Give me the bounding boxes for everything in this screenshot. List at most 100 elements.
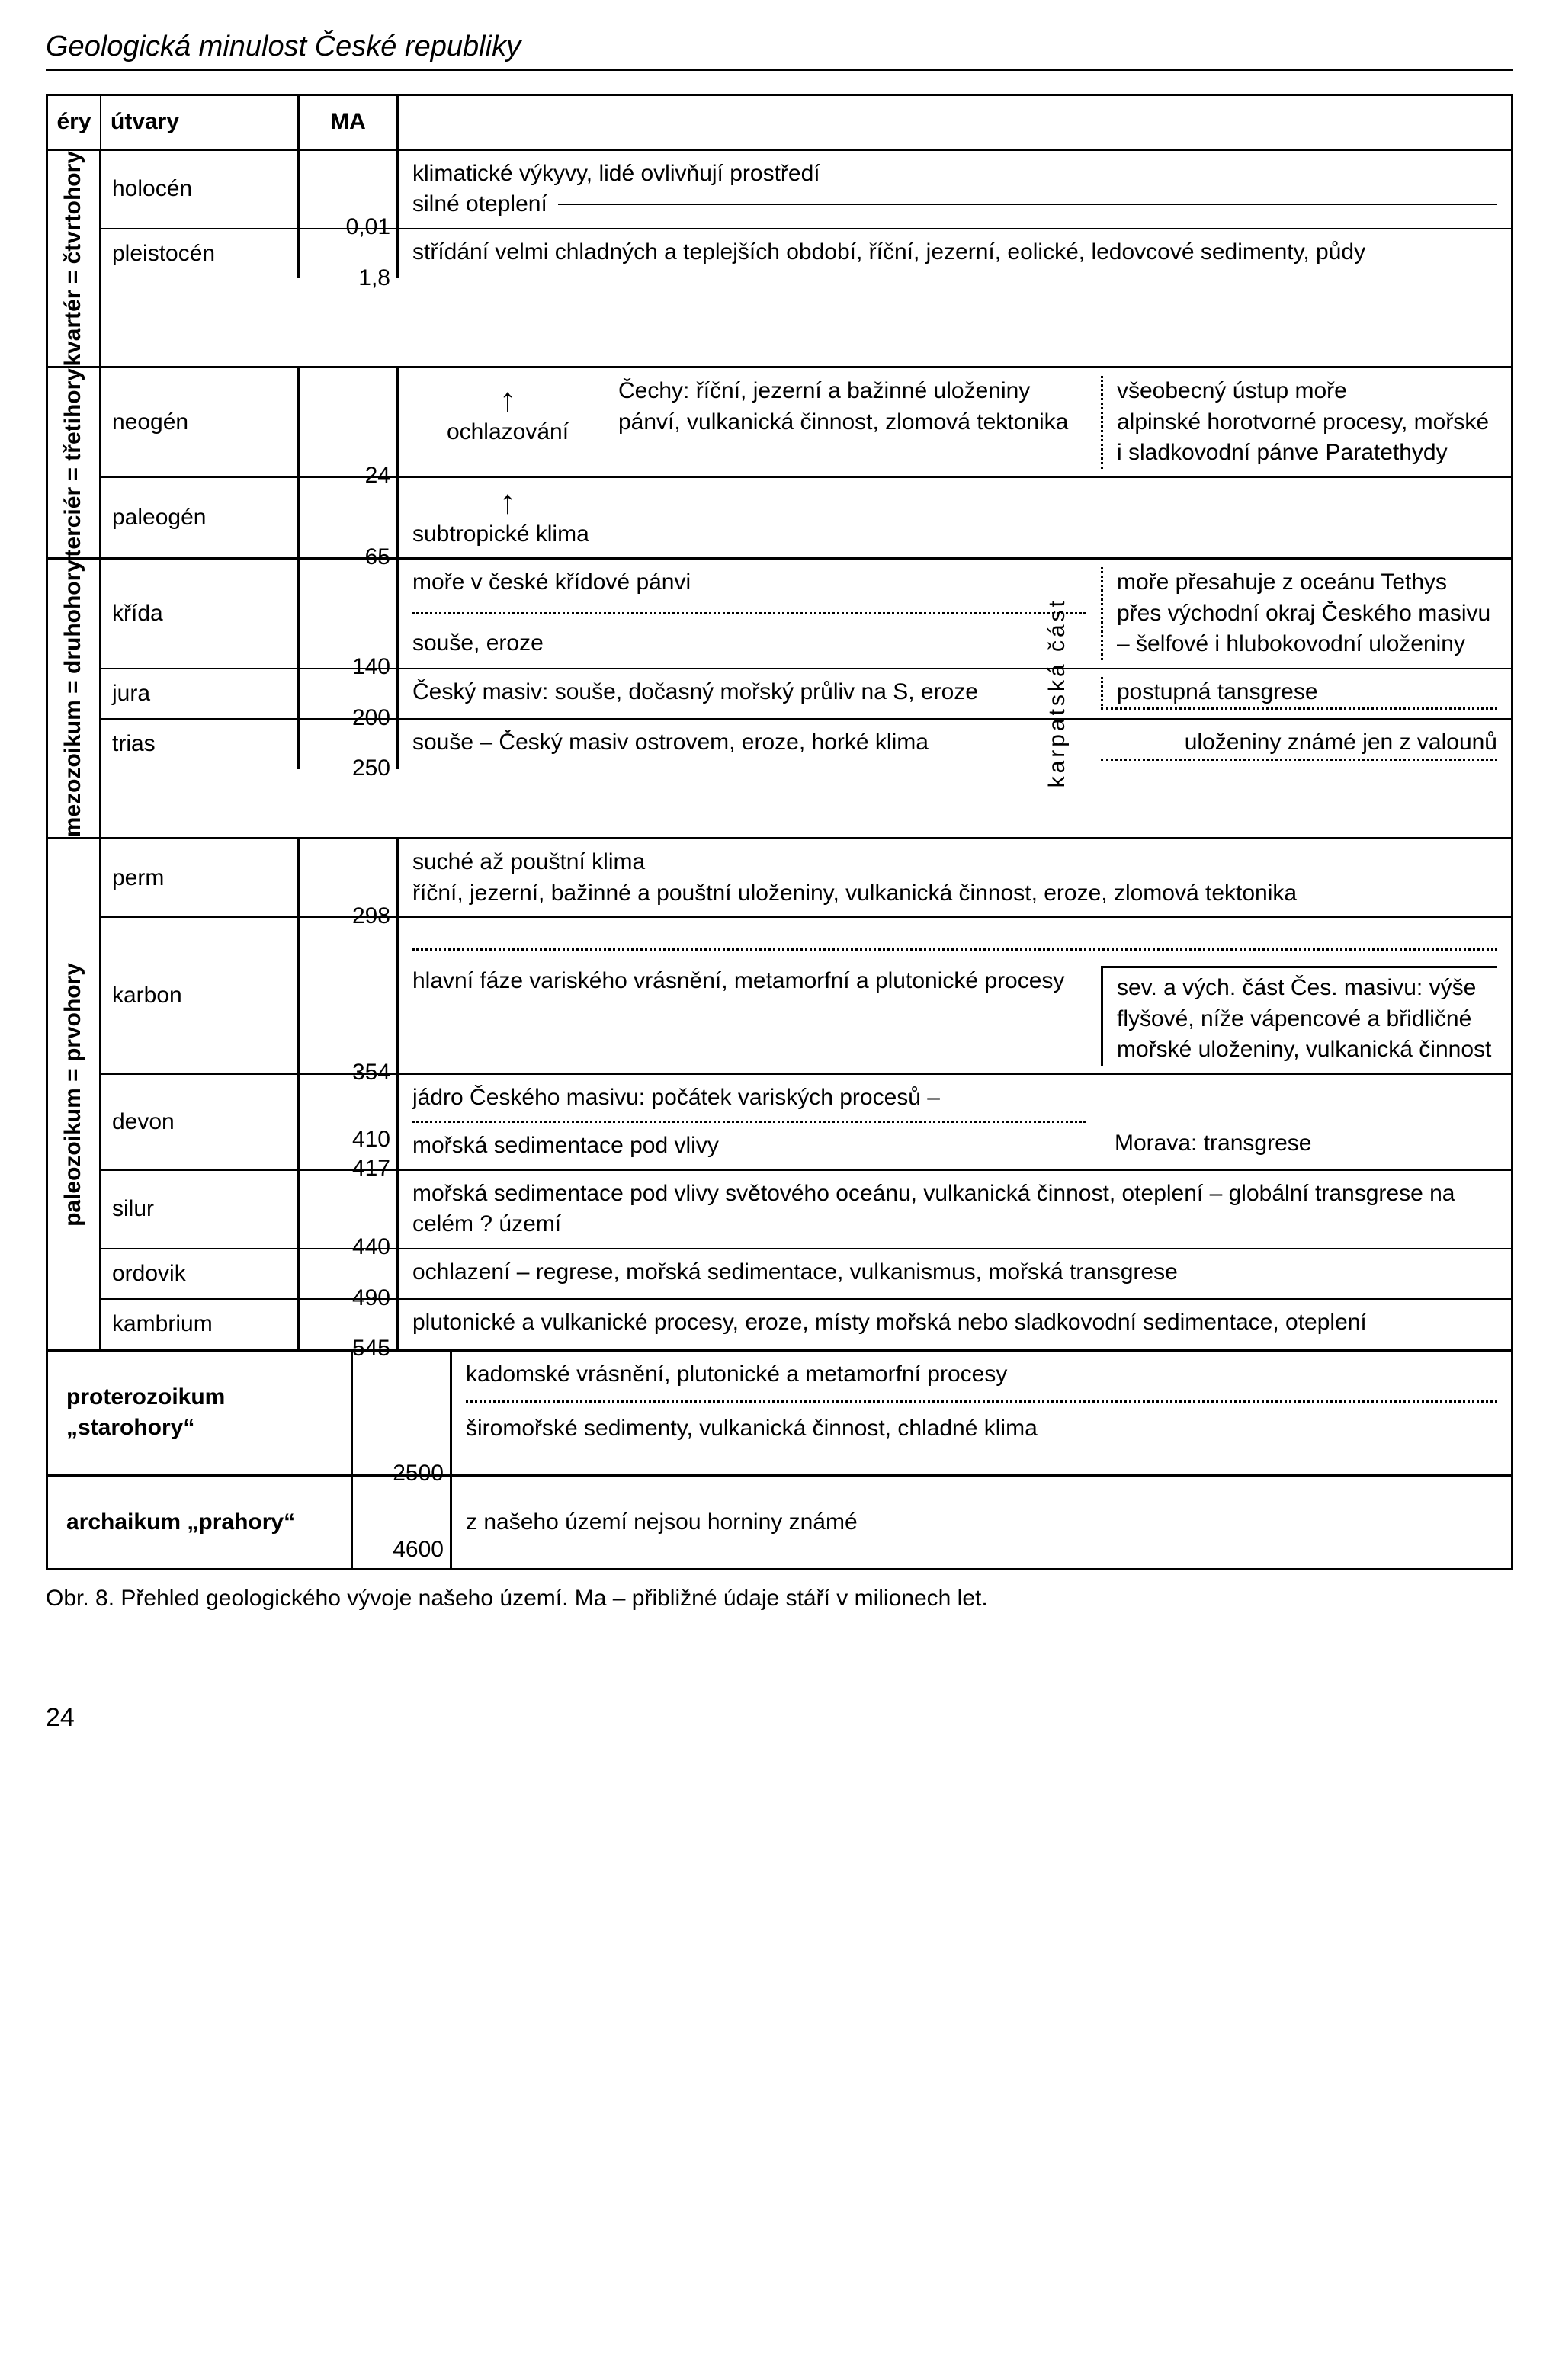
table-header: éry útvary MA xyxy=(48,96,1511,151)
utvar-kambrium: kambrium xyxy=(101,1300,300,1349)
utvar-krida: křída xyxy=(101,560,300,668)
side-karbon: sev. a vých. část Čes. masivu: výše flyš… xyxy=(1117,973,1497,1066)
hdr-desc xyxy=(399,96,1511,149)
era-mezozoikum-label: mezozoikum = druhohory xyxy=(58,560,89,837)
page-title: Geologická minulost České republiky xyxy=(46,30,1513,71)
row-krida: křída 140 moře v české křídové pánvi sou… xyxy=(101,560,1511,669)
arrow-up-icon-2: ↑ xyxy=(499,486,516,519)
era-archaikum: archaikum „prahory“ xyxy=(48,1477,353,1569)
era-proterozoikum: proterozoikum „starohory“ xyxy=(48,1352,353,1474)
utvar-karbon: karbon xyxy=(101,918,300,1073)
era-mezozoikum: mezozoikum = druhohory xyxy=(48,560,101,837)
ma-410: 410 xyxy=(352,1124,390,1156)
ma-trias: 250 xyxy=(300,720,399,769)
desc-neogen-center: Čechy: říční, jezerní a bažinné uloženin… xyxy=(618,376,1086,469)
arrow-up-icon: ↑ xyxy=(499,383,516,417)
row-jura: jura 200 Český masiv: souše, dočasný moř… xyxy=(101,669,1511,720)
desc-paleogen-left: subtropické klima xyxy=(412,519,641,550)
ma-ordovik: 490 xyxy=(300,1249,399,1299)
row-pleistocen: pleistocén 1,8 střídání velmi chladných … xyxy=(101,229,1511,279)
utvar-holocen: holocén xyxy=(101,151,300,228)
side-neogen-2: alpinské horotvorné procesy, mořské i sl… xyxy=(1117,407,1497,469)
row-paleozoikum: paleozoikum = prvohory perm 298 suché až… xyxy=(48,839,1511,1352)
desc-pleistocen: střídání velmi chladných a teplejších ob… xyxy=(399,229,1511,279)
desc-krida: moře v české křídové pánvi souše, eroze … xyxy=(399,560,1511,668)
desc-archaikum: z našeho území nejsou horniny známé xyxy=(452,1477,1511,1569)
desc-krida-1: moře v české křídové pánvi xyxy=(412,567,1086,614)
row-trias: trias 250 souše – Český masiv ostrovem, … xyxy=(101,720,1511,769)
desc-ordovik: ochlazení – regrese, mořská sedimentace,… xyxy=(399,1249,1511,1299)
ma-karbon: 354 xyxy=(300,918,399,1073)
desc-jura: Český masiv: souše, dočasný mořský průli… xyxy=(399,669,1511,719)
utvar-paleogen: paleogén xyxy=(101,478,300,558)
utvar-perm: perm xyxy=(101,839,300,916)
row-archaikum: archaikum „prahory“ 4600 z našeho území … xyxy=(48,1477,1511,1569)
geology-table: éry útvary MA kvartér = čtvrtohory holoc… xyxy=(46,94,1513,1570)
side-neogen-1: všeobecný ústup moře xyxy=(1117,376,1497,407)
utvar-neogen: neogén xyxy=(101,368,300,476)
row-silur: silur 440 mořská sedimentace pod vlivy s… xyxy=(101,1171,1511,1249)
desc-holocen-1: klimatické výkyvy, lidé ovlivňují prostř… xyxy=(412,159,1497,190)
desc-karbon: hlavní fáze variského vrásnění, metamorf… xyxy=(399,918,1511,1073)
utvar-pleistocen: pleistocén xyxy=(101,229,300,279)
desc-neogen: ↑ ochlazování Čechy: říční, jezerní a ba… xyxy=(399,368,1511,476)
desc-holocen: klimatické výkyvy, lidé ovlivňují prostř… xyxy=(399,151,1511,228)
ma-krida: 140 xyxy=(300,560,399,668)
ma-1-8: 1,8 xyxy=(358,263,390,294)
utvar-silur: silur xyxy=(101,1171,300,1248)
side-trias: uloženiny známé jen z valounů xyxy=(1115,727,1497,759)
row-kvarter: kvartér = čtvrtohory holocén 0,01 klimat… xyxy=(48,151,1511,369)
ma-protero: 2500 xyxy=(353,1352,452,1474)
desc-trias-text: souše – Český masiv ostrovem, eroze, hor… xyxy=(412,727,1086,761)
desc-protero-2: širomořské sedimenty, vulkanická činnost… xyxy=(466,1403,1497,1445)
desc-jura-text: Český masiv: souše, dočasný mořský průli… xyxy=(412,677,1086,710)
ma-4600: 4600 xyxy=(393,1535,444,1566)
desc-devon-1: jádro Českého masivu: počátek variských … xyxy=(412,1083,1086,1124)
side-jura: postupná tansgrese xyxy=(1117,677,1318,708)
utvar-jura: jura xyxy=(101,669,300,719)
ma-kambrium: 545 xyxy=(300,1300,399,1349)
desc-perm: suché až pouštní klima říční, jezerní, b… xyxy=(399,839,1511,916)
utvar-ordovik: ordovik xyxy=(101,1249,300,1299)
desc-krida-2: souše, eroze xyxy=(412,614,1086,659)
utvar-devon: devon xyxy=(101,1075,300,1169)
desc-paleogen: ↑ subtropické klima xyxy=(399,478,1511,558)
row-karbon: karbon 354 hlavní fáze variského vrásněn… xyxy=(101,918,1511,1075)
desc-karbon-text: hlavní fáze variského vrásnění, metamorf… xyxy=(412,966,1086,1066)
side-krida: moře přesahuje z oceánu Tethys přes vých… xyxy=(1117,567,1497,660)
desc-protero: kadomské vrásnění, plutonické a metamorf… xyxy=(452,1352,1511,1474)
era-tercier-label: terciér = třetihory xyxy=(58,368,89,557)
hdr-utvar: útvary xyxy=(101,96,300,149)
ma-pleistocen: 1,8 xyxy=(300,229,399,279)
row-tercier: terciér = třetihory neogén 24 ↑ ochlazov… xyxy=(48,368,1511,560)
side-devon: Morava: transgrese xyxy=(1115,1128,1497,1160)
desc-protero-1: kadomské vrásnění, plutonické a metamorf… xyxy=(466,1359,1497,1403)
row-proterozoikum: proterozoikum „starohory“ 2500 kadomské … xyxy=(48,1352,1511,1477)
desc-devon: jádro Českého masivu: počátek variských … xyxy=(399,1075,1511,1169)
desc-kambrium: plutonické a vulkanické procesy, eroze, … xyxy=(399,1300,1511,1349)
desc-holocen-2: silné oteplení xyxy=(412,189,547,220)
ma-archaikum: 4600 xyxy=(353,1477,452,1569)
row-holocen: holocén 0,01 klimatické výkyvy, lidé ovl… xyxy=(101,151,1511,229)
row-perm: perm 298 suché až pouštní klima říční, j… xyxy=(101,839,1511,918)
era-paleozoikum-label: paleozoikum = prvohory xyxy=(58,963,89,1227)
row-paleogen: paleogén 65 ↑ subtropické klima xyxy=(101,478,1511,558)
desc-trias: souše – Český masiv ostrovem, eroze, hor… xyxy=(399,720,1511,769)
ma-paleogen: 65 xyxy=(300,478,399,558)
ma-neogen: 24 xyxy=(300,368,399,476)
desc-silur-text: mořská sedimentace pod vlivy světového o… xyxy=(412,1179,1497,1240)
desc-neogen-left: ochlazování xyxy=(412,417,603,448)
page-number: 24 xyxy=(46,1703,1513,1733)
ma-devon: 410 417 xyxy=(300,1075,399,1169)
hdr-era: éry xyxy=(48,96,101,149)
era-kvarter: kvartér = čtvrtohory xyxy=(48,151,101,367)
row-devon: devon 410 417 jádro Českého masivu: počá… xyxy=(101,1075,1511,1171)
hdr-ma: MA xyxy=(300,96,399,149)
desc-devon-2a: mořská sedimentace pod vlivy xyxy=(412,1123,1086,1162)
era-paleozoikum: paleozoikum = prvohory xyxy=(48,839,101,1349)
utvar-trias: trias xyxy=(101,720,300,769)
row-neogen: neogén 24 ↑ ochlazování Čechy: říční, je… xyxy=(101,368,1511,478)
era-tercier: terciér = třetihory xyxy=(48,368,101,557)
ma-holocen: 0,01 xyxy=(300,151,399,228)
row-mezozoikum: mezozoikum = druhohory křída 140 moře v … xyxy=(48,560,1511,839)
